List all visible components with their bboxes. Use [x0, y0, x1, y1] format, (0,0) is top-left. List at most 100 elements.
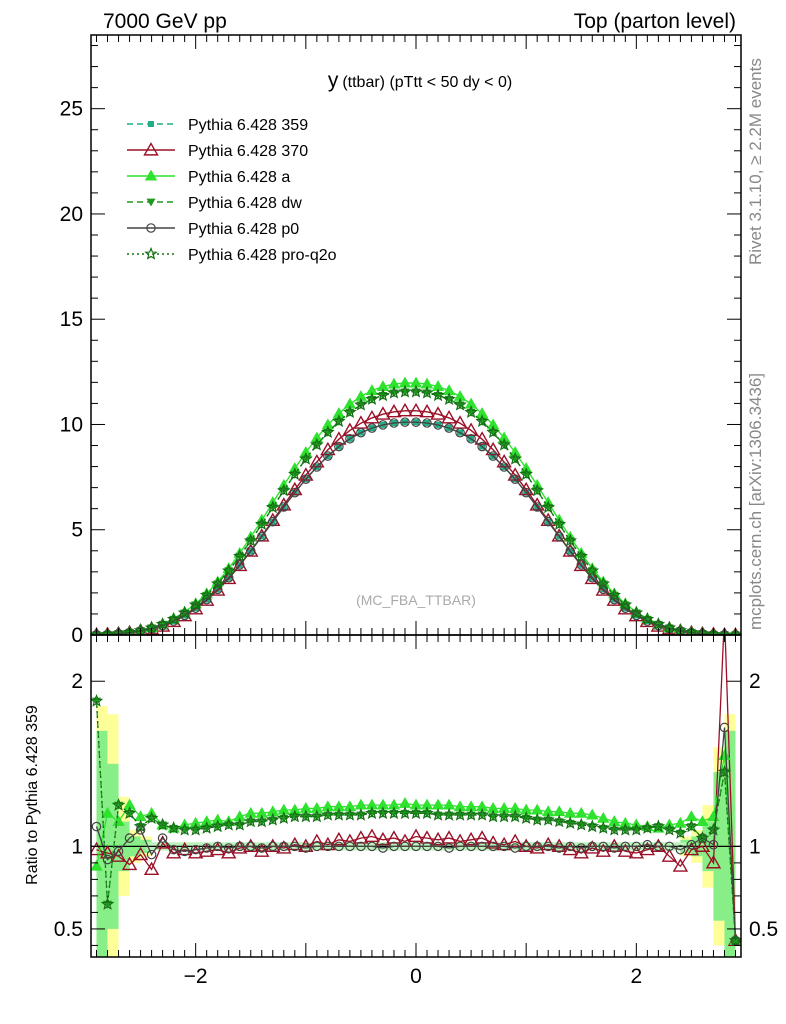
ratio-point-pythia-6-428-pro-q2o-7: [166, 821, 181, 834]
ratio-point-pythia-6-428-p0-43: [565, 841, 576, 852]
ratio-point-pythia-6-428-pro-q2o-8: [177, 822, 192, 836]
legend-marker-pythia-6-428-a: [144, 169, 158, 181]
point-pythia-6-428-a-36: [486, 418, 500, 430]
point-pythia-6-428-pro-q2o-13: [232, 549, 247, 562]
ratio-point-pythia-6-428-pro-q2o-38: [508, 809, 522, 823]
y-tick-label-15: 15: [60, 308, 83, 331]
ratio-point-pythia-6-428-pro-q2o-23: [343, 807, 357, 821]
point-pythia-6-428-pro-q2o-8: [177, 605, 192, 619]
ratio-point-pythia-6-428-p0-9: [190, 844, 201, 855]
ratio-point-pythia-6-428-pro-q2o-44: [574, 817, 589, 831]
ratio-point-pythia-6-428-p0-5: [146, 849, 157, 860]
ratio-point-pythia-6-428-a-53: [674, 816, 687, 828]
ratio-point-pythia-6-428-p0-25: [367, 841, 377, 852]
point-pythia-6-428-p0-35: [477, 441, 487, 452]
axes-group: 0 5 10 15 20 25 −2 0 2 0.5 0.5 1 1 2 2: [54, 35, 778, 988]
x-tick-label--2: −2: [184, 965, 208, 988]
point-pythia-6-428-pro-q2o-58: [728, 627, 741, 635]
point-pythia-6-428-pro-q2o-55: [695, 626, 710, 635]
ratio-point-pythia-6-428-pro-q2o-15: [254, 814, 269, 828]
point-pythia-6-428-pro-q2o-51: [651, 617, 666, 630]
point-pythia-6-428-p0-27: [389, 418, 399, 428]
point-pythia-6-428-p0-20: [312, 462, 322, 472]
point-pythia-6-428-pro-q2o-56: [706, 627, 721, 635]
ratio-point-pythia-6-428-pro-q2o-28: [398, 806, 412, 820]
ratio-y-tick-label-right-0.5: 0.5: [749, 918, 778, 941]
y-tick-label-20: 20: [60, 203, 83, 226]
point-pythia-6-428-pro-q2o-44: [574, 549, 589, 563]
ratio-point-pythia-6-428-pro-q2o-27: [387, 806, 401, 820]
point-pythia-6-428-pro-q2o-57: [717, 627, 732, 635]
point-pythia-6-428-p0-40: [532, 502, 542, 512]
ratio-point-pythia-6-428-pro-q2o-57: [717, 764, 732, 778]
ratio-point-pythia-6-428-pro-q2o-33: [453, 807, 467, 821]
ratio-point-pythia-6-428-370-27: [386, 830, 402, 844]
point-pythia-6-428-p0-11: [212, 584, 223, 595]
point-pythia-6-428-370-44: [573, 557, 589, 572]
point-pythia-6-428-pro-q2o-14: [243, 533, 258, 547]
ratio-point-pythia-6-428-370-30: [419, 830, 435, 844]
y-tick-label-0: 0: [71, 624, 83, 647]
ratio-point-pythia-6-428-p0-3: [124, 833, 135, 843]
ratio-point-pythia-6-428-pro-q2o-2: [111, 798, 126, 811]
ratio-point-pythia-6-428-370-34: [463, 831, 479, 846]
legend-label-pythia-6-428-p0: Pythia 6.428 p0: [188, 221, 299, 238]
ratio-point-pythia-6-428-p0-28: [400, 841, 410, 852]
ratio-point-pythia-6-428-pro-q2o-10: [199, 821, 214, 834]
ratio-point-pythia-6-428-p0-22: [334, 841, 344, 852]
point-pythia-6-428-p0-29: [411, 417, 421, 427]
ratio-point-pythia-6-428-p0-36: [488, 841, 498, 852]
point-pythia-6-428-p0-47: [609, 594, 620, 605]
ratio-point-pythia-6-428-p0-24: [356, 841, 366, 852]
ratio-point-pythia-6-428-pro-q2o-13: [232, 817, 247, 831]
point-pythia-6-428-pro-q2o-49: [629, 605, 644, 619]
point-pythia-6-428-pro-q2o-15: [254, 517, 269, 531]
point-pythia-6-428-pro-q2o-21: [321, 425, 335, 439]
point-pythia-6-428-p0-42: [554, 531, 565, 542]
header-left: 7000 GeV pp: [103, 10, 227, 33]
point-pythia-6-428-370-23: [342, 422, 358, 436]
point-pythia-6-428-pro-q2o-9: [188, 597, 203, 611]
legend-label-pythia-6-428-pro-q2o: Pythia 6.428 pro-q2o: [188, 247, 337, 264]
ratio-point-pythia-6-428-p0-38: [510, 843, 520, 853]
ratio-point-pythia-6-428-370-2: [110, 848, 127, 862]
ratio-point-pythia-6-428-370-40: [529, 840, 545, 854]
point-pythia-6-428-pro-q2o-32: [442, 392, 456, 406]
ratio-point-pythia-6-428-370-16: [265, 838, 281, 852]
ratio-point-pythia-6-428-p0-33: [455, 841, 465, 852]
ratio-point-pythia-6-428-p0-18: [290, 841, 300, 852]
point-pythia-6-428-370-35: [474, 431, 490, 445]
ratio-point-pythia-6-428-p0-27: [389, 841, 399, 852]
point-pythia-6-428-370-25: [364, 410, 380, 424]
ratio-point-pythia-6-428-pro-q2o-11: [210, 819, 225, 833]
point-pythia-6-428-pro-q2o-28: [398, 384, 412, 398]
ratio-point-pythia-6-428-p0-8: [179, 846, 190, 857]
point-pythia-6-428-pro-q2o-33: [453, 397, 467, 411]
ratio-point-pythia-6-428-p0-34: [466, 841, 476, 852]
ratio-point-pythia-6-428-p0-6: [157, 833, 168, 843]
ratio-point-pythia-6-428-p0-4: [135, 825, 146, 835]
ratio-point-pythia-6-428-370-50: [639, 841, 656, 856]
ratio-point-pythia-6-428-370-49: [628, 845, 645, 859]
y-tick-label-10: 10: [60, 413, 83, 436]
series-line-pythia-6-428-pro-q2o: [96, 391, 736, 635]
point-pythia-6-428-pro-q2o-39: [519, 467, 533, 481]
point-pythia-6-428-pro-q2o-20: [309, 437, 324, 451]
point-pythia-6-428-pro-q2o-23: [343, 405, 357, 418]
point-pythia-6-428-370-22: [331, 431, 347, 445]
point-pythia-6-428-p0-32: [444, 423, 454, 433]
point-pythia-6-428-pro-q2o-38: [508, 451, 523, 465]
analysis-watermark: (MC_FBA_TTBAR): [356, 592, 476, 608]
ratio-point-pythia-6-428-pro-q2o-32: [442, 807, 456, 821]
point-pythia-6-428-p0-53: [675, 626, 686, 635]
ratio-point-pythia-6-428-370-35: [474, 830, 490, 844]
legend-marker-pythia-6-428-359: [148, 121, 154, 127]
ratio-point-pythia-6-428-pro-q2o-16: [265, 812, 280, 826]
plot-title-main: y: [328, 69, 339, 92]
ratio-frame: [90, 634, 742, 958]
ratio-point-pythia-6-428-pro-q2o-3: [122, 806, 137, 820]
point-pythia-6-428-370-34: [463, 422, 479, 436]
legend-marker-pythia-6-428-p0: [146, 223, 156, 233]
ratio-point-pythia-6-428-pro-q2o-53: [673, 826, 688, 839]
